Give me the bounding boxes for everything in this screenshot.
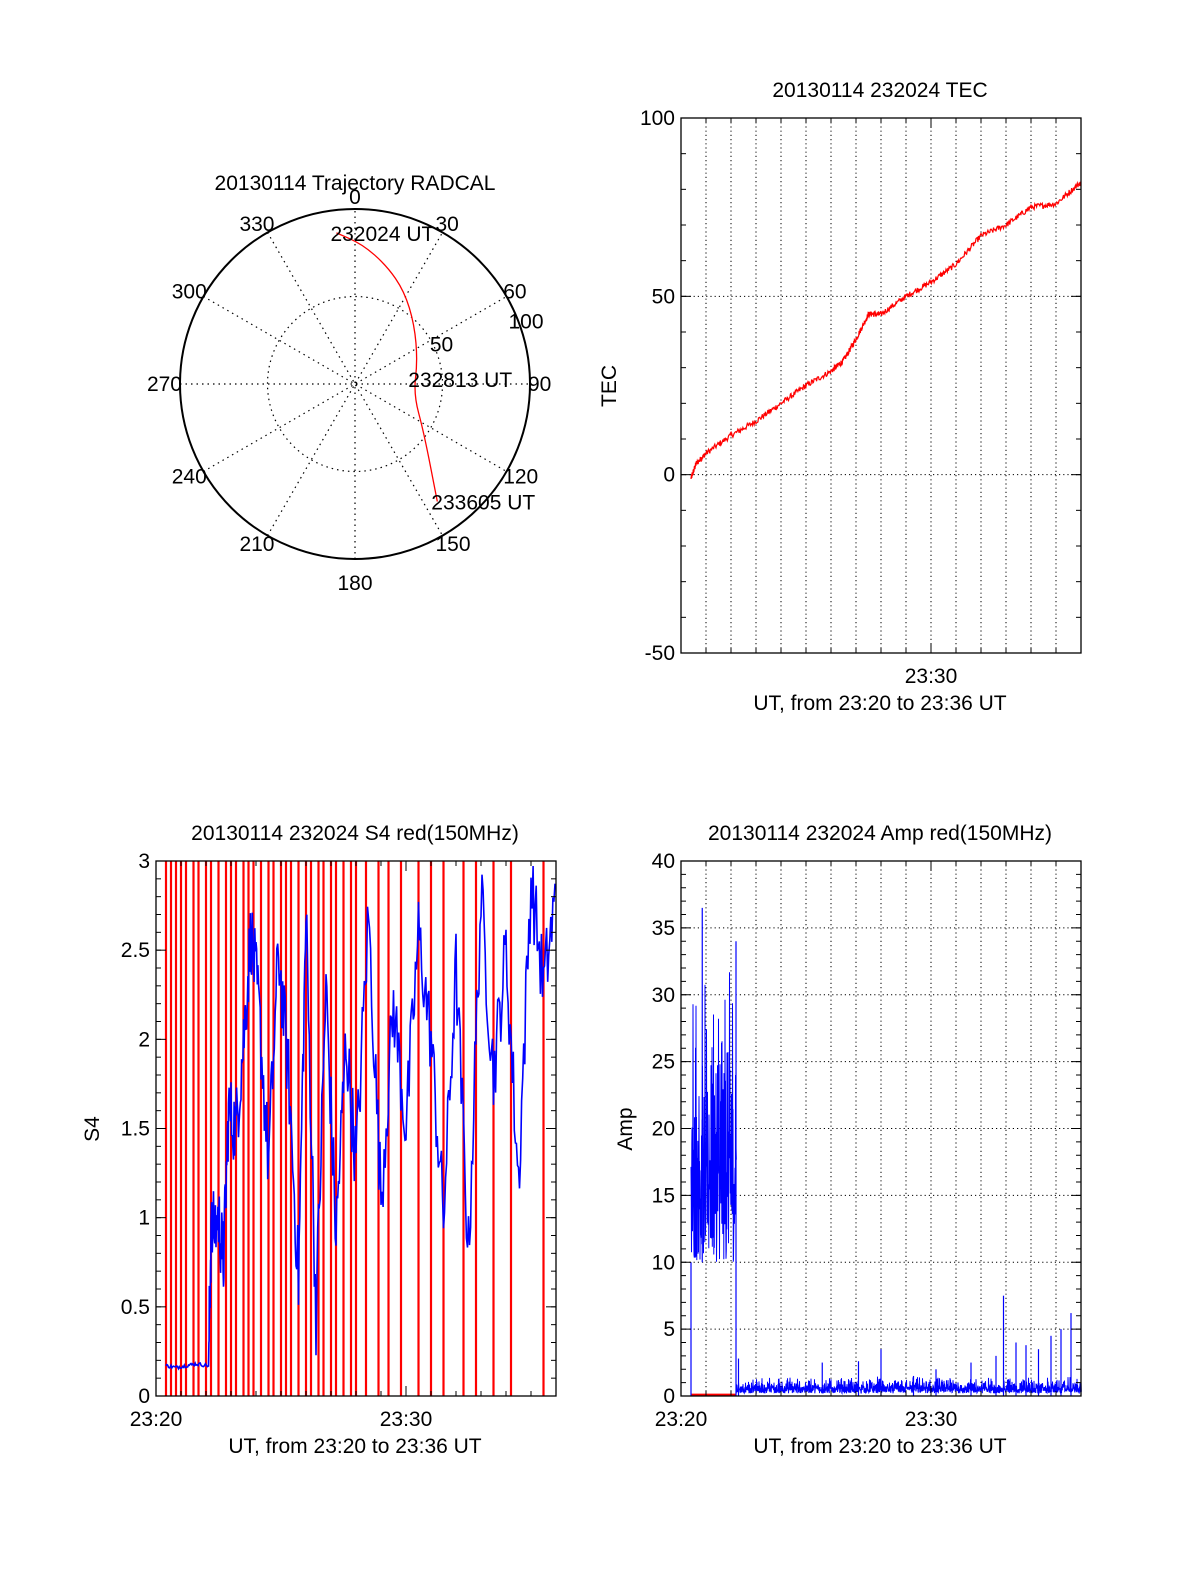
tec-title: 20130114 232024 TEC: [772, 79, 987, 102]
s4-ylabel: S4: [81, 1116, 104, 1142]
polar-time-annotation: 233605 UT: [431, 492, 535, 515]
polar-angle-label: 0: [349, 186, 361, 209]
polar-inner-ring: [266, 295, 444, 473]
polar-annotations: 232024 UT 232813 UT 233605 UT: [330, 223, 535, 515]
polar-spoke: [203, 295, 507, 473]
x-tick-label: 23:30: [380, 1408, 433, 1431]
polar-angle-label: 210: [239, 533, 274, 556]
tec-line: [690, 180, 1081, 480]
polar-radius-label: 50: [430, 333, 453, 356]
y-tick-label: 25: [652, 1051, 675, 1074]
y-tick-label: 2.5: [121, 939, 150, 962]
tec-xlabel: UT, from 23:20 to 23:36 UT: [753, 692, 1006, 715]
polar-angle-labels: 0 30 60 90 120 150 180 210 240 270 300 330: [147, 186, 551, 595]
y-tick-label: 100: [640, 107, 675, 130]
polar-angle-label: 120: [503, 466, 538, 489]
y-tick-label: 1.5: [121, 1118, 150, 1141]
y-tick-label: 20: [652, 1118, 675, 1141]
s4-series: [164, 861, 556, 1396]
amp-blue-noise: [690, 972, 737, 1262]
s4-ticks: 23:20 23:30 0 0.5 1 1.5 2 2.5 3: [121, 850, 557, 1431]
amp-title: 20130114 232024 Amp red(150MHz): [708, 822, 1052, 845]
polar-spoke: [266, 232, 444, 536]
tec-ylabel: TEC: [598, 365, 621, 407]
s4-xlabel: UT, from 23:20 to 23:36 UT: [228, 1435, 481, 1458]
trajectory-line: [336, 232, 438, 502]
amp-xlabel: UT, from 23:20 to 23:36 UT: [753, 1435, 1006, 1458]
polar-angle-label: 60: [503, 281, 526, 304]
y-tick-label: 0: [663, 464, 675, 487]
polar-trajectory-panel: 20130114 Trajectory RADCAL 0 30 60 90 120 150…: [147, 172, 551, 595]
polar-angle-label: 180: [337, 572, 372, 595]
y-tick-label: 2: [138, 1028, 150, 1051]
y-tick-label: 1: [138, 1207, 150, 1230]
polar-time-annotation: 232813 UT: [408, 369, 512, 392]
y-tick-label: -50: [645, 642, 675, 665]
tec-panel: 20130114 232024 TEC 23:30 -50 0 50 100 TEC U…: [598, 79, 1082, 715]
amp-panel: 20130114 232024 Amp red(150MHz) 23:20 23:…: [614, 822, 1082, 1458]
polar-grid: [179, 208, 531, 560]
tec-ticks: 23:30 -50 0 50 100: [640, 107, 1082, 688]
polar-radius-label: 100: [509, 311, 544, 334]
polar-angle-label: 270: [147, 373, 182, 396]
amp-grid: [681, 861, 1081, 1396]
amp-series: [690, 907, 1082, 1396]
y-tick-label: 40: [652, 850, 675, 873]
polar-title: 20130114 Trajectory RADCAL: [215, 172, 496, 195]
amp-ylabel: Amp: [614, 1107, 637, 1150]
polar-spoke: [203, 295, 507, 473]
polar-angle-label: 30: [436, 213, 459, 236]
polar-angle-label: 300: [172, 281, 207, 304]
x-tick-label: 23:30: [905, 1408, 958, 1431]
y-tick-label: 50: [652, 285, 675, 308]
polar-spoke: [266, 232, 444, 536]
y-tick-label: 5: [663, 1318, 675, 1341]
tec-grid: [681, 118, 1081, 653]
polar-radius-labels: 50 100: [430, 311, 544, 357]
polar-angle-label: 330: [239, 213, 274, 236]
y-tick-label: 30: [652, 984, 675, 1007]
tec-series: [690, 180, 1081, 480]
x-tick-label: 23:30: [905, 665, 958, 688]
y-tick-label: 15: [652, 1184, 675, 1207]
y-tick-label: 35: [652, 917, 675, 940]
s4-blue-line: [165, 865, 556, 1371]
y-tick-label: 0.5: [121, 1296, 150, 1319]
y-tick-label: 0: [138, 1385, 150, 1408]
polar-time-annotation: 232024 UT: [330, 223, 434, 246]
s4-title: 20130114 232024 S4 red(150MHz): [191, 822, 519, 845]
x-tick-label: 23:20: [130, 1408, 183, 1431]
polar-angle-label: 150: [436, 533, 471, 556]
y-tick-label: 10: [652, 1251, 675, 1274]
y-tick-label: 0: [663, 1385, 675, 1408]
polar-angle-label: 90: [528, 373, 551, 396]
amp-ticks: 23:20 23:30 0 5 10 15 20 25 30 35 40: [652, 850, 1082, 1431]
amp-blue-noise: [735, 1376, 1082, 1396]
y-tick-label: 3: [138, 850, 150, 873]
polar-angle-label: 240: [172, 466, 207, 489]
polar-trajectory: [336, 232, 438, 502]
x-tick-label: 23:20: [655, 1408, 708, 1431]
s4-panel: 20130114 232024 S4 red(150MHz) 23:20 23:3…: [81, 822, 557, 1458]
